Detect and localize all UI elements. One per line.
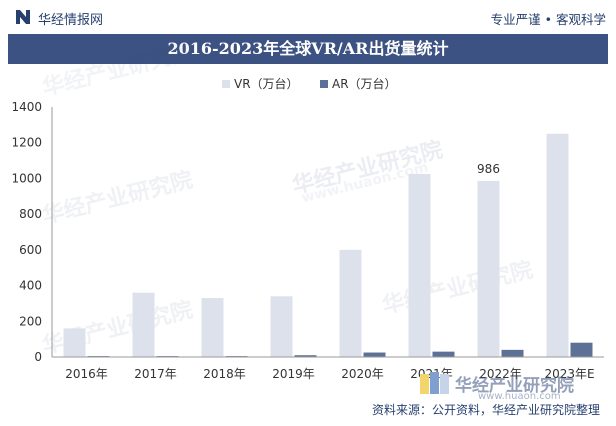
bar-vr bbox=[546, 133, 569, 357]
y-tick-label: 400 bbox=[19, 279, 42, 293]
bar-ar bbox=[570, 342, 593, 357]
y-tick-label: 1400 bbox=[11, 100, 42, 114]
bar-ar bbox=[501, 349, 524, 357]
chart-title: 2016-2023年全球VR/AR出货量统计 bbox=[8, 34, 608, 64]
bar-ar bbox=[294, 355, 317, 357]
top-header: 华经情报网 专业严谨 • 客观科学 bbox=[0, 0, 616, 34]
y-tick-label: 200 bbox=[19, 314, 42, 328]
brand-name: 华经情报网 bbox=[38, 13, 104, 28]
y-tick-label: 800 bbox=[19, 207, 42, 221]
x-tick-label: 2022年 bbox=[479, 367, 522, 381]
bar-vr bbox=[339, 249, 362, 357]
x-tick-label: 2019年 bbox=[272, 367, 315, 381]
legend-swatch-vr bbox=[222, 79, 230, 88]
bar-ar bbox=[363, 352, 386, 357]
y-tick-label: 1000 bbox=[11, 171, 42, 185]
header-tagline: 专业严谨 • 客观科学 bbox=[490, 12, 606, 27]
watermark-logo-icon bbox=[420, 372, 450, 394]
bar-vr bbox=[477, 180, 500, 357]
legend-label-vr: VR（万台） bbox=[234, 77, 299, 91]
source-note: 资料来源：公开资料，华经产业研究院整理 bbox=[371, 403, 600, 417]
bar-vr bbox=[63, 328, 86, 357]
x-tick-label: 2017年 bbox=[134, 367, 177, 381]
legend-label-ar: AR（万台） bbox=[332, 77, 397, 91]
legend-item-ar: AR（万台） bbox=[320, 75, 397, 92]
legend-swatch-ar bbox=[320, 79, 328, 88]
bar-vr bbox=[201, 298, 224, 357]
legend-item-vr: VR（万台） bbox=[222, 75, 299, 92]
chart-legend: VR（万台） AR（万台） bbox=[0, 75, 616, 93]
bar-ar bbox=[432, 351, 455, 357]
x-tick-label: 2020年 bbox=[341, 367, 384, 381]
y-tick-label: 0 bbox=[34, 350, 42, 364]
bar-vr bbox=[408, 173, 431, 357]
x-tick-label: 2018年 bbox=[203, 367, 246, 381]
data-label: 986 bbox=[477, 162, 500, 176]
x-tick-label: 2023年E bbox=[544, 367, 594, 381]
x-tick-label: 2016年 bbox=[65, 367, 108, 381]
bar-vr bbox=[132, 292, 155, 357]
bar-vr bbox=[270, 296, 293, 357]
brand-logo-icon bbox=[16, 10, 30, 24]
y-tick-label: 1200 bbox=[11, 136, 42, 150]
y-tick-label: 600 bbox=[19, 243, 42, 257]
